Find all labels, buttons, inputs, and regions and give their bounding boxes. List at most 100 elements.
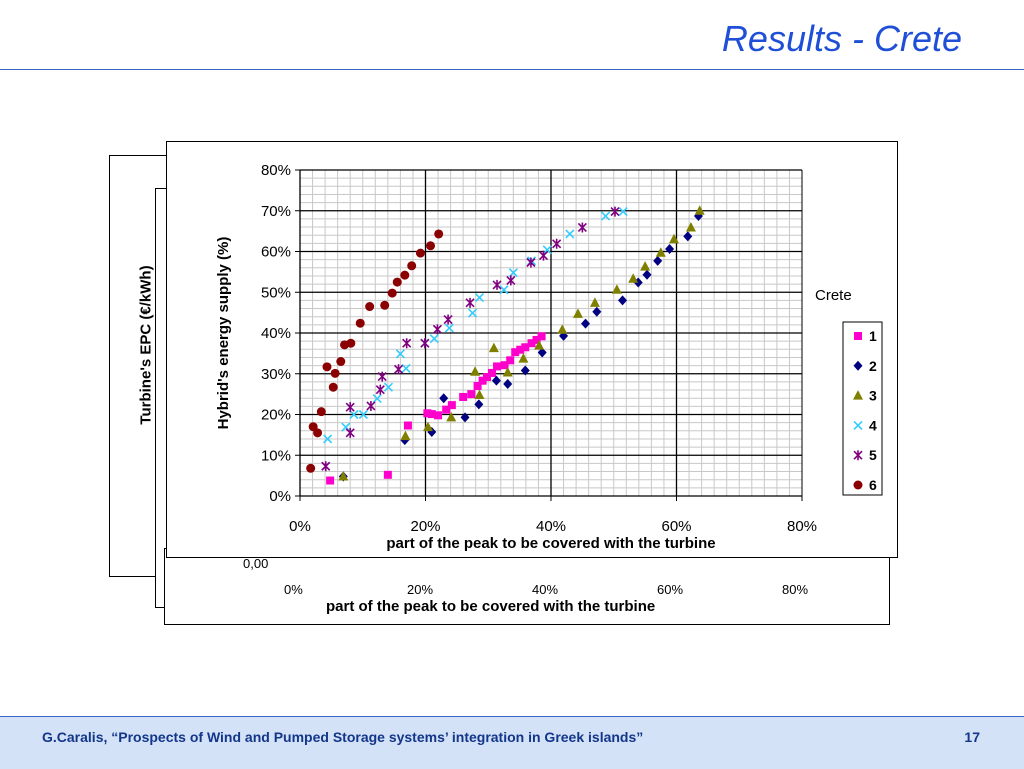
data-point-series-1 xyxy=(467,390,476,399)
legend-label-series-1: 1 xyxy=(869,328,877,344)
data-point-series-3 xyxy=(611,284,622,294)
data-point-series-5 xyxy=(375,384,385,395)
data-point-series-1 xyxy=(423,409,432,418)
data-point-series-3 xyxy=(400,430,411,441)
data-point-series-2 xyxy=(642,269,652,280)
data-point-series-5 xyxy=(393,364,404,375)
legend-marker-series-1 xyxy=(854,332,862,340)
data-point-series-5 xyxy=(432,324,442,335)
data-point-series-3 xyxy=(668,233,679,244)
title-divider xyxy=(0,69,1024,70)
data-point-series-1 xyxy=(478,376,487,385)
legend-marker-series-6 xyxy=(853,480,863,490)
data-point-series-1 xyxy=(527,339,536,348)
background-chart-frame-bottom xyxy=(164,548,890,625)
footer-citation: G.Caralis, “Prospects of Wind and Pumped… xyxy=(42,729,644,745)
data-point-series-4 xyxy=(601,211,611,221)
data-point-series-6 xyxy=(400,270,410,280)
data-point-series-1 xyxy=(403,421,412,430)
data-point-series-6 xyxy=(316,407,326,417)
legend-marker-series-4 xyxy=(853,420,863,430)
data-point-series-1 xyxy=(434,411,443,420)
data-point-series-4 xyxy=(508,268,518,278)
footer-bar: G.Caralis, “Prospects of Wind and Pumped… xyxy=(0,716,1024,769)
data-point-series-5 xyxy=(506,275,516,286)
data-point-series-5 xyxy=(366,400,376,411)
data-point-series-4 xyxy=(429,334,439,344)
data-point-series-6 xyxy=(330,368,340,378)
data-point-series-4 xyxy=(358,409,368,420)
data-point-series-5 xyxy=(538,250,549,261)
data-point-series-1 xyxy=(537,332,546,341)
y-axis-label: Hybrid's energy supply (%) xyxy=(215,237,232,430)
x-tick-label: 60% xyxy=(661,518,691,535)
legend xyxy=(842,321,883,496)
data-point-series-5 xyxy=(377,371,387,382)
data-point-series-6 xyxy=(328,382,338,392)
data-point-series-5 xyxy=(526,257,536,268)
y-tick-label: 50% xyxy=(261,284,291,301)
data-point-series-6 xyxy=(355,318,365,328)
data-point-series-1 xyxy=(500,361,509,370)
data-point-series-2 xyxy=(460,412,470,423)
data-point-series-4 xyxy=(474,292,485,303)
y-tick-labels: 0% 10% 20% 30% 40% 50% 60% 70% 80% xyxy=(261,162,291,505)
data-point-series-5 xyxy=(443,314,453,325)
y-tick-label: 40% xyxy=(261,325,291,342)
data-point-series-2 xyxy=(683,231,693,242)
data-point-series-4 xyxy=(395,349,405,359)
data-point-series-2 xyxy=(653,255,663,266)
data-points xyxy=(306,205,705,485)
data-point-series-5 xyxy=(492,279,502,290)
data-point-series-3 xyxy=(534,340,545,350)
data-point-series-1 xyxy=(447,401,456,410)
data-point-series-6 xyxy=(313,428,323,438)
data-point-series-2 xyxy=(491,375,501,386)
data-point-series-1 xyxy=(521,343,530,352)
data-point-series-3 xyxy=(470,366,481,376)
data-point-series-6 xyxy=(434,229,444,239)
data-point-series-1 xyxy=(473,381,482,390)
data-point-series-4 xyxy=(565,229,575,239)
data-point-series-2 xyxy=(439,393,449,404)
x-tick-label: 40% xyxy=(536,518,566,535)
data-point-series-3 xyxy=(628,273,639,283)
data-point-series-3 xyxy=(572,308,583,318)
x-axis-label: part of the peak to be covered with the … xyxy=(386,535,715,552)
data-point-series-1 xyxy=(383,470,392,479)
series-4 xyxy=(323,206,628,444)
data-point-series-1 xyxy=(516,345,525,354)
data-point-series-3 xyxy=(502,367,513,377)
data-point-series-3 xyxy=(338,470,349,481)
data-point-series-6 xyxy=(415,248,425,258)
y-tick-label: 60% xyxy=(261,244,291,261)
data-point-series-4 xyxy=(323,434,333,444)
data-point-series-3 xyxy=(557,324,568,334)
data-point-series-6 xyxy=(392,277,402,287)
x-tick-label: 0% xyxy=(289,518,311,535)
y-tick-label: 10% xyxy=(261,447,291,464)
data-point-series-3 xyxy=(423,421,434,432)
data-point-series-4 xyxy=(542,245,552,255)
data-point-series-5 xyxy=(577,222,587,233)
background-chart-x-tick: 80% xyxy=(782,582,809,597)
series-5 xyxy=(321,206,620,472)
data-point-series-5 xyxy=(345,402,355,413)
legend-label-series-3: 3 xyxy=(869,388,877,404)
legend-label-series-6: 6 xyxy=(869,477,877,493)
legend-marker-series-3 xyxy=(853,390,863,400)
data-point-series-2 xyxy=(581,318,591,329)
data-point-series-3 xyxy=(640,261,651,271)
data-point-series-1 xyxy=(427,410,436,419)
data-point-series-3 xyxy=(685,221,696,232)
data-point-series-3 xyxy=(488,342,499,353)
data-point-series-2 xyxy=(592,306,602,317)
page-number: 17 xyxy=(964,729,980,745)
series-3 xyxy=(338,205,705,481)
data-point-series-2 xyxy=(503,378,513,389)
data-point-series-3 xyxy=(655,247,666,257)
background-chart-x-tick: 0% xyxy=(284,582,303,597)
data-point-series-3 xyxy=(518,353,529,363)
data-point-series-6 xyxy=(380,300,390,310)
data-point-series-2 xyxy=(618,295,628,306)
